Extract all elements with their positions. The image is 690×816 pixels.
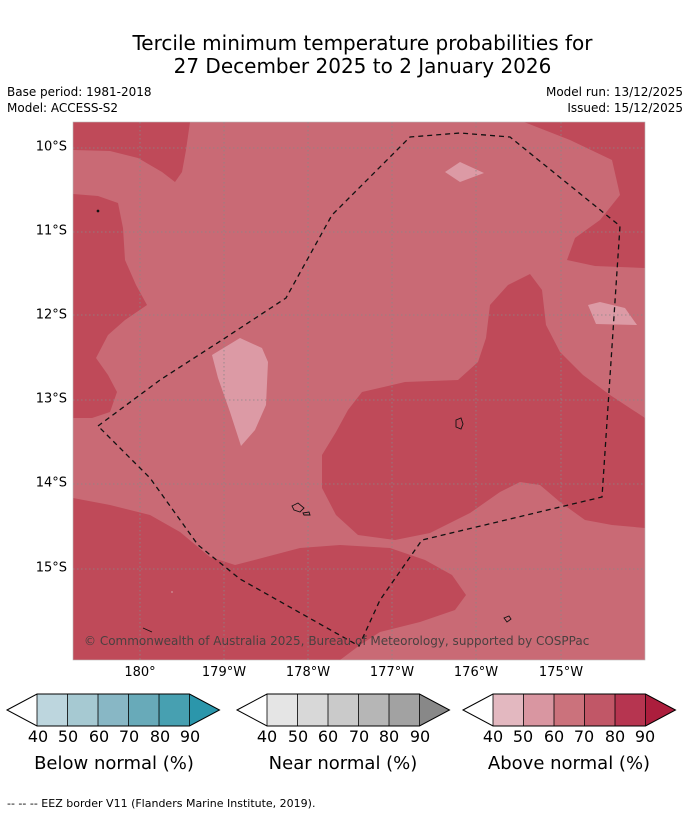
island-wallis bbox=[455, 417, 464, 430]
colorbar-above-bin bbox=[523, 694, 554, 726]
map-frame bbox=[72, 121, 646, 661]
colorbar-below-bin bbox=[128, 694, 159, 726]
island-small-se bbox=[503, 615, 512, 623]
lat-label-10s: 10°S bbox=[35, 139, 67, 155]
island-alofi bbox=[302, 511, 311, 516]
region-light-west bbox=[212, 338, 268, 446]
colorbar-above-label: Above normal (%) bbox=[487, 753, 651, 774]
graticule bbox=[73, 122, 645, 660]
colorbar-above-bin bbox=[615, 694, 646, 726]
colorbar-below-bin bbox=[159, 694, 190, 726]
copyright-text: © Commonwealth of Australia 2025, Bureau… bbox=[84, 634, 589, 648]
colorbar-near-tick: 70 bbox=[348, 727, 370, 746]
colorbar-above-high-extension bbox=[645, 694, 676, 726]
island-dot-west bbox=[96, 209, 100, 213]
colorbar-near-tick: 40 bbox=[256, 727, 278, 746]
eez-footnote: -- -- -- EEZ border V11 (Flanders Marine… bbox=[7, 797, 316, 810]
region-light-east bbox=[588, 302, 637, 325]
colorbar-near-high-extension bbox=[419, 694, 450, 726]
island-futuna bbox=[291, 502, 305, 513]
map-title-line1: Tercile minimum temperature probabilitie… bbox=[132, 31, 593, 55]
region-light-north bbox=[445, 162, 484, 182]
colorbar-below-label: Below normal (%) bbox=[34, 753, 194, 774]
colorbar-below-bin bbox=[67, 694, 98, 726]
colorbar-near-low-extension bbox=[237, 694, 267, 726]
colorbar-above-tick: 50 bbox=[512, 727, 534, 746]
colorbar-near-tick: 80 bbox=[378, 727, 400, 746]
region-ne bbox=[524, 122, 645, 268]
lat-label-14s: 14°S bbox=[35, 475, 67, 491]
colorbar-near-bin bbox=[358, 694, 389, 726]
region-west bbox=[73, 194, 147, 418]
lat-label-13s: 13°S bbox=[35, 391, 67, 407]
colorbar-near-bin bbox=[389, 694, 420, 726]
colorbar-below-tick: 40 bbox=[27, 727, 49, 746]
eez-border bbox=[97, 132, 621, 647]
lat-label-15s: 15°S bbox=[35, 560, 67, 576]
issued-date: Issued: 15/12/2025 bbox=[567, 101, 683, 115]
island-small-sw bbox=[142, 627, 153, 633]
lon-label-176w: 176°W bbox=[453, 665, 499, 680]
lon-label-175w: 175°W bbox=[538, 665, 584, 680]
lon-label-179w: 179°W bbox=[201, 665, 247, 680]
islands bbox=[96, 209, 512, 633]
colorbar-below-tick: 90 bbox=[179, 727, 201, 746]
base-period: Base period: 1981-2018 bbox=[7, 85, 152, 99]
colorbar-near-bin bbox=[328, 694, 359, 726]
colorbar-near-tick: 90 bbox=[409, 727, 431, 746]
colorbar-near-tick: 60 bbox=[317, 727, 339, 746]
colorbar-above-bin bbox=[584, 694, 615, 726]
colorbar-above-tick: 70 bbox=[573, 727, 595, 746]
colorbar-below-high-extension bbox=[189, 694, 220, 726]
island-dot-south bbox=[171, 591, 173, 593]
map-area: © Commonwealth of Australia 2025, Bureau… bbox=[73, 122, 645, 660]
colorbar-above-tick: 40 bbox=[482, 727, 504, 746]
colorbar-above-tick: 80 bbox=[604, 727, 626, 746]
colorbar-above-low-extension bbox=[463, 694, 493, 726]
probability-field-50-60 bbox=[212, 162, 637, 446]
map-title-line2: 27 December 2025 to 2 January 2026 bbox=[173, 54, 552, 78]
colorbar-above-bin bbox=[493, 694, 524, 726]
colorbar-near-label: Near normal (%) bbox=[268, 753, 418, 774]
lon-label-177w: 177°W bbox=[369, 665, 415, 680]
region-south bbox=[73, 498, 466, 660]
lat-label-12s: 12°S bbox=[35, 307, 67, 323]
lon-label-180: 180° bbox=[124, 665, 156, 680]
colorbar-below-bin bbox=[98, 694, 129, 726]
colorbar-below-low-extension bbox=[7, 694, 37, 726]
model-name: Model: ACCESS-S2 bbox=[7, 101, 119, 115]
probability-field-70-80 bbox=[73, 122, 645, 660]
colorbar-near-bin bbox=[267, 694, 298, 726]
colorbar-above-tick: 60 bbox=[543, 727, 565, 746]
colorbar-near-bin bbox=[297, 694, 328, 726]
colorbar-above-bin bbox=[554, 694, 585, 726]
lat-label-11s: 11°S bbox=[35, 223, 67, 239]
colorbar-below-tick: 50 bbox=[57, 727, 79, 746]
colorbar-below-bin bbox=[37, 694, 68, 726]
colorbar-above-tick: 90 bbox=[634, 727, 656, 746]
region-nw bbox=[73, 122, 190, 182]
region-central-east bbox=[322, 274, 645, 540]
colorbars bbox=[5, 693, 677, 727]
colorbar-below-tick: 60 bbox=[88, 727, 110, 746]
colorbar-below-tick: 80 bbox=[149, 727, 171, 746]
model-run: Model run: 13/12/2025 bbox=[545, 85, 683, 99]
colorbar-near-tick: 50 bbox=[287, 727, 309, 746]
colorbar-below-tick: 70 bbox=[118, 727, 140, 746]
lon-label-178w: 178°W bbox=[285, 665, 331, 680]
